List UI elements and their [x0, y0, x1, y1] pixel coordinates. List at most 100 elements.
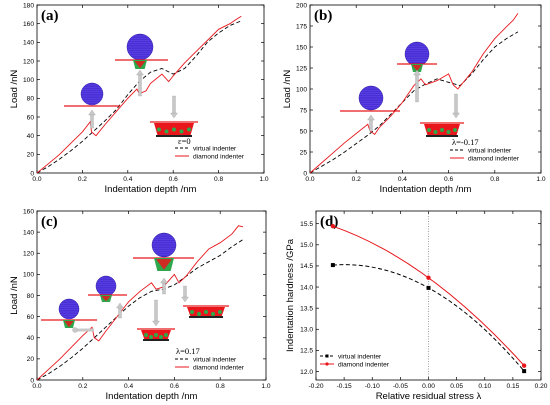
plot-frame [36, 210, 267, 381]
y-tick-label: 60 [27, 114, 35, 121]
x-tick-label: -0.20 [308, 383, 323, 390]
x-tick-label: 1.0 [261, 383, 270, 390]
legend-label: virtual indenter [193, 145, 237, 152]
x-tick-label: 0.10 [478, 383, 491, 390]
data-point [521, 363, 527, 368]
chart-panel-a: 0.0 0.2 0.4 0.6 0.8 1.0 0 20 40 60 80 100 120 140 160 1… [9, 2, 269, 195]
x-axis-title: Indentation depth /nm [380, 184, 472, 195]
pointer-arrow-icon [136, 69, 144, 97]
y-axis-title: Load /nN [282, 70, 293, 109]
y-tick-label: 160 [23, 208, 34, 215]
legend-label: diamond indenter [193, 153, 245, 160]
substrate-slab-icon [150, 121, 198, 137]
pointer-arrow-icon [452, 93, 460, 119]
y-tick-label: 25 [300, 149, 308, 156]
series-line-virtual-indenter [309, 31, 519, 174]
deformation-zone-icon [63, 320, 75, 328]
y-tick-label: 40 [27, 133, 35, 140]
panel-label: (b) [314, 8, 332, 24]
y-tick-label: 15.0 [300, 242, 313, 249]
x-tick-label: 0.0 [32, 176, 41, 183]
indenter-sphere-icon [126, 33, 154, 61]
x-tick-label: 0.0 [32, 383, 41, 390]
y-tick-label: 160 [23, 21, 34, 28]
indenter-sphere-icon [404, 41, 430, 67]
x-tick-label: 0.4 [398, 176, 407, 183]
panel-label: (c) [41, 214, 58, 230]
pointer-arrow-icon [160, 277, 168, 295]
y-tick-label: 125 [296, 65, 307, 72]
pointer-arrow-icon [116, 302, 124, 319]
legend-label: diamond indenter [193, 364, 245, 371]
legend-label: virtual indenter [193, 356, 237, 363]
legend-label: virtual indenter [468, 147, 512, 154]
panel-label: (a) [41, 8, 59, 24]
indenter-sphere-icon [95, 275, 117, 297]
y-tick-label: 40 [27, 335, 35, 342]
x-tick-label: 0.8 [214, 176, 223, 183]
deformation-zone-icon [154, 258, 174, 271]
x-axis-title: Indentation depth /nm [106, 391, 198, 402]
x-tick-label: 0.4 [123, 176, 132, 183]
stress-annotation: λ=0.17 [176, 346, 200, 356]
data-point [426, 275, 431, 280]
y-tick-label: 14.0 [300, 284, 313, 291]
data-point [330, 263, 335, 268]
y-tick-label: 140 [23, 229, 34, 236]
indenter-sphere-icon [58, 298, 80, 320]
series-line-diamond-indenter [36, 225, 244, 381]
pointer-arrow-icon [367, 114, 375, 132]
x-tick-label: -0.10 [365, 383, 380, 390]
substrate-slab-icon [137, 328, 175, 341]
x-tick-label: 0.0 [305, 176, 314, 183]
y-tick-label: 13.0 [300, 327, 313, 334]
indenter-sphere-icon [80, 82, 104, 106]
substrate-slab-icon [183, 305, 229, 318]
x-tick-label: 0.15 [506, 383, 519, 390]
y-axis-title: Indentation hardness /GPa [285, 238, 296, 352]
x-tick-label: 0.20 [535, 383, 548, 390]
y-tick-label: 100 [296, 86, 307, 93]
plot-frame [36, 4, 265, 174]
x-tick-label: 1.0 [536, 176, 545, 183]
deformation-zone-icon [411, 64, 423, 72]
x-tick-label: -0.15 [337, 383, 352, 390]
series-line-diamond-indenter [332, 225, 525, 366]
y-tick-label: 60 [27, 314, 35, 321]
y-tick-label: 100 [23, 77, 34, 84]
y-tick-label: 20 [27, 152, 35, 159]
y-tick-label: 200 [296, 2, 307, 9]
x-tick-label: 0.05 [450, 383, 463, 390]
y-tick-label: 0 [30, 170, 34, 177]
y-tick-label: 120 [23, 251, 34, 258]
y-tick-label: 150 [296, 44, 307, 51]
indenter-sphere-icon [358, 85, 384, 111]
x-axis-title: Relative residual stress λ [376, 391, 482, 402]
x-tick-label: -0.05 [393, 383, 408, 390]
pointer-arrow-icon [181, 285, 189, 303]
indenter-sphere-icon [151, 232, 177, 258]
y-tick-label: 13.5 [300, 305, 313, 312]
x-tick-label: 0.00 [422, 383, 435, 390]
y-tick-label: 80 [27, 96, 35, 103]
y-tick-label: 50 [300, 128, 308, 135]
y-tick-label: 120 [23, 58, 34, 65]
x-tick-label: 1.0 [259, 176, 268, 183]
chart-panel-d: -0.20 -0.15 -0.10 -0.05 0.00 0.05 0.10 0.15 0.20… [285, 210, 548, 402]
x-tick-label: 0.6 [170, 383, 179, 390]
data-point [426, 285, 431, 290]
pointer-arrow-icon [413, 69, 421, 103]
y-tick-label: 180 [23, 2, 34, 9]
y-tick-label: 0 [303, 170, 307, 177]
chart-panel-c: 0.0 0.2 0.4 0.6 0.8 1.0 0 20 40 60 80 100 120 140 160 I… [9, 208, 271, 402]
x-tick-label: 0.4 [124, 383, 133, 390]
deformation-zone-icon [100, 295, 112, 302]
legend-label: virtual indenter [338, 353, 382, 360]
chart-panel-b: 0.0 0.2 0.4 0.6 0.8 1.0 0 25 50 75 100 125 150 175 200… [282, 2, 546, 195]
y-tick-label: 20 [27, 356, 35, 363]
y-tick-label: 15.5 [300, 221, 313, 228]
x-tick-label: 0.2 [78, 383, 87, 390]
data-point [522, 369, 527, 374]
substrate-slab-icon [420, 122, 464, 137]
